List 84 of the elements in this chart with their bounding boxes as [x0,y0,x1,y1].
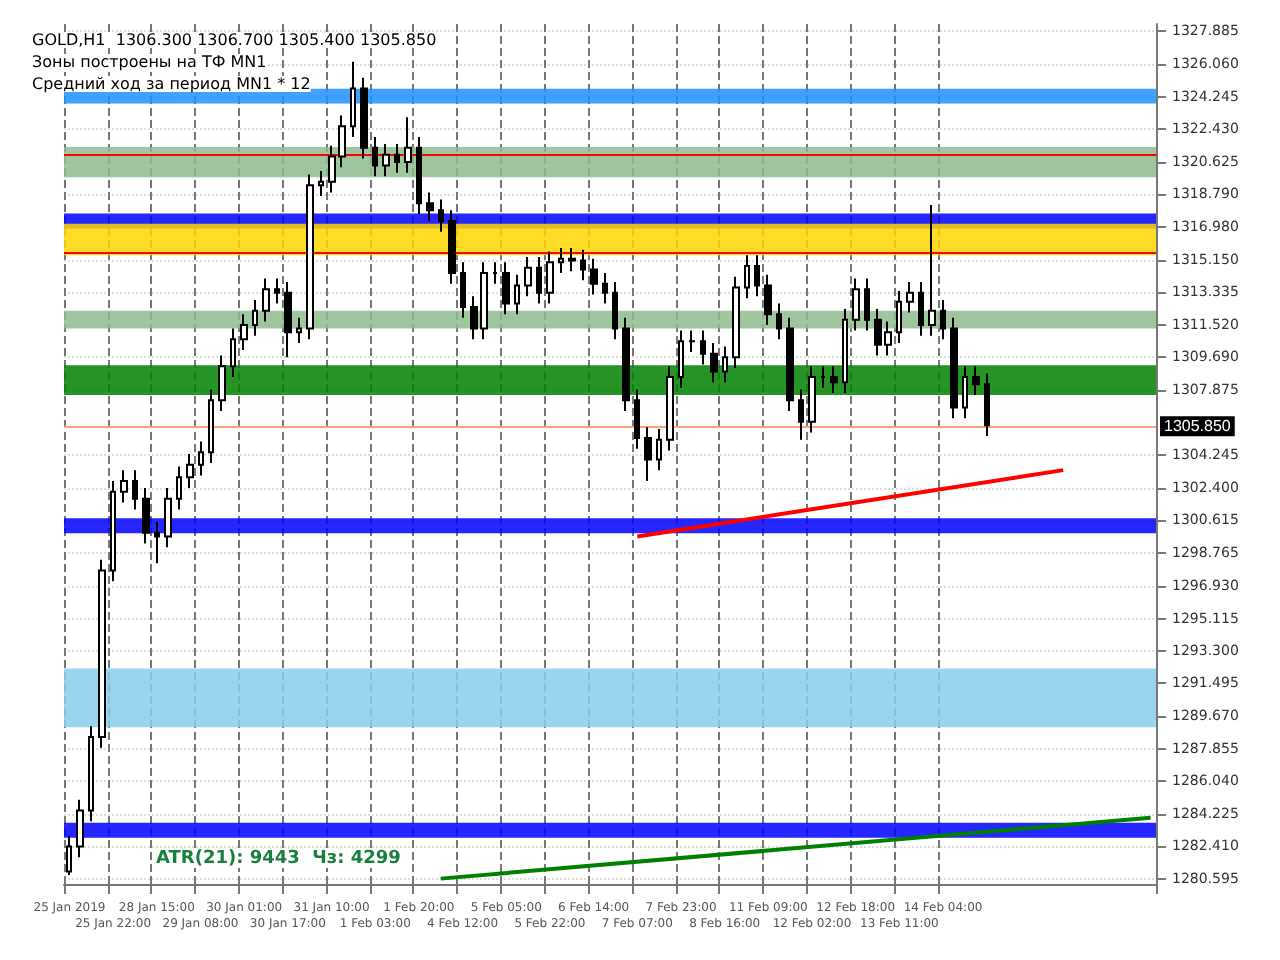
candlestick [240,313,248,352]
candlestick [678,329,684,389]
candlestick [382,143,390,178]
candlestick [492,261,498,285]
candlestick [536,255,542,305]
candlestick [612,281,618,341]
candlestick [416,135,422,215]
candlestick [842,307,848,395]
candlestick [360,76,368,160]
candlestick [132,469,138,511]
candlestick [700,329,706,366]
candlestick [164,487,172,549]
candlestick [198,440,204,477]
candlestick [306,173,314,341]
candlestick [710,341,718,384]
candlestick [656,427,662,472]
candlestick [514,273,520,316]
candlestick [580,248,586,282]
candlestick [318,169,324,197]
candlestick [448,209,456,285]
candlestick [426,191,434,223]
candlestick [568,246,576,273]
candlestick [262,277,270,323]
candlestick [274,277,280,305]
candlestick [666,365,674,452]
annotation: ATR(21): 9443 Чз: 4299 [156,849,401,869]
candlestick [558,246,564,275]
candlestick [142,487,150,545]
candlestick [644,426,652,482]
candlestick [622,316,630,412]
candlestick [524,255,532,298]
candlestick [218,354,226,412]
candlestick [438,198,444,233]
candlestick [252,298,258,337]
candlestick [732,275,740,369]
candlestick [590,257,598,296]
candlestick [372,135,378,178]
candlestick [502,261,510,316]
candlestick [66,834,72,877]
candlestick [602,272,608,305]
candlestick [852,277,860,332]
candlestick [350,60,356,138]
candlestick [776,302,782,341]
candlestick [546,250,554,305]
candlestick [404,116,412,174]
candlestick [962,365,968,420]
candlestick [896,289,902,344]
candlestick [120,469,128,504]
candlestick [808,365,816,434]
candlestick [296,316,302,344]
candlestick [798,388,804,441]
candlestick [460,261,466,319]
candlestick [110,479,116,583]
candlestick [722,345,728,384]
candlestick [820,365,826,389]
candlestick [972,365,980,396]
candlestick [786,316,794,412]
candlestick [984,372,990,438]
candlestick [764,273,772,326]
annotation: Средний ход за период MN1 * 12 [32,75,311,93]
candlestick [176,465,182,511]
candlestick [154,521,160,565]
ref-line-label: 1305.850 [1164,417,1232,436]
candlestick [864,277,870,332]
candlestick [918,281,924,337]
candlestick [230,327,236,378]
annotation: Зоны построены на ТФ MN1 [32,53,267,71]
candlestick [830,365,838,395]
candlestick [208,388,214,464]
candlestick [634,388,640,450]
candlestick [284,281,292,359]
candlestick [754,254,760,298]
candlestick [186,453,194,490]
candlestick [76,798,84,859]
candlestick [950,316,958,420]
candlestick [928,203,936,337]
candlestick [940,298,946,341]
candlestick [88,725,94,823]
candlestick [98,558,106,749]
candlestick [394,143,400,174]
candlestick [688,329,696,353]
candlestick [906,281,914,314]
annotation: GOLD,H1 1306.300 1306.700 1305.400 1305.850 [32,31,437,49]
candlestick [744,254,750,300]
